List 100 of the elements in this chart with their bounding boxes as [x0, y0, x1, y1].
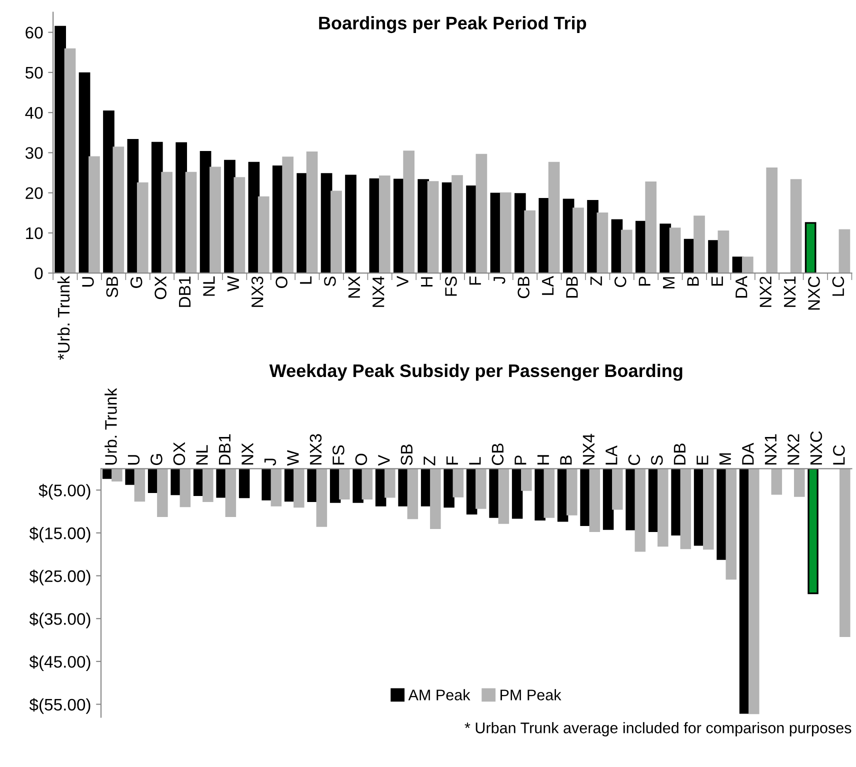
bar: [112, 146, 124, 274]
x-tick-label: C: [628, 454, 640, 466]
bar: [176, 142, 188, 274]
x-tick-label: SB: [106, 276, 118, 298]
x-tick-label: CB: [518, 276, 530, 298]
x-tick-label: NXC: [808, 276, 820, 310]
x-tick-label: NX1: [764, 434, 776, 464]
x-tick-label: OX: [154, 276, 166, 300]
x-tick-label: NXC: [810, 431, 822, 464]
x-tick-label: DB: [566, 276, 578, 298]
legend-label: PM Peak: [500, 689, 562, 700]
x-tick-label: B: [687, 276, 699, 286]
x-tick-label: Z: [424, 456, 436, 466]
bar: [306, 151, 318, 274]
x-tick-label: F: [446, 456, 458, 464]
x-tick-label: G: [150, 454, 162, 466]
chart-title: Weekday Peak Subsidy per Passenger Boarding: [269, 364, 682, 381]
bar: [234, 177, 246, 274]
x-tick-label: H: [421, 277, 433, 286]
y-tick-label: 10: [26, 227, 43, 240]
bar: [645, 182, 657, 274]
x-tick-label: NX4: [372, 276, 384, 307]
bar: [210, 166, 221, 274]
x-tick-label: NX: [242, 443, 254, 464]
x-tick-label: S: [324, 276, 336, 286]
x-tick-label: M: [663, 277, 675, 288]
y-tick-label: $(15.00): [29, 526, 90, 543]
bar: [185, 172, 197, 274]
x-tick-label: LC: [833, 445, 845, 464]
x-tick-label: H: [537, 455, 549, 464]
x-tick-label: E: [696, 455, 708, 464]
x-tick-label: DB1: [179, 276, 190, 307]
x-tick-label: P: [514, 456, 526, 464]
bar: [524, 210, 536, 274]
x-tick-label: L: [469, 457, 481, 464]
x-tick-label: DA: [742, 442, 754, 464]
y-tick-label: 30: [25, 147, 43, 159]
bar: [790, 179, 802, 274]
x-tick-label: J: [494, 277, 506, 284]
x-tick-label: NX: [348, 276, 360, 298]
x-tick-label: NX2: [788, 434, 800, 464]
bar: [742, 256, 754, 274]
x-tick-label: DB: [674, 444, 686, 464]
x-tick-label: Urb. Trunk: [104, 388, 117, 465]
bar: [694, 216, 705, 274]
x-tick-label: FS: [445, 276, 457, 296]
x-tick-label: C: [614, 276, 626, 288]
x-tick-label: O: [276, 276, 288, 288]
bar: [282, 156, 294, 274]
x-tick-label: FS: [332, 445, 344, 464]
bar: [330, 190, 342, 274]
legend-label: AM Peak: [408, 689, 470, 700]
bar: [378, 176, 390, 274]
y-tick-label: $(35.00): [29, 612, 90, 628]
x-tick-label: OX: [173, 442, 186, 466]
bar: [587, 200, 598, 274]
bar: [596, 212, 608, 274]
x-tick-label: J: [264, 458, 276, 466]
bar: [620, 230, 632, 274]
x-tick-label: G: [130, 277, 142, 288]
bar: [403, 150, 415, 274]
x-tick-label: LA: [606, 446, 618, 464]
x-tick-label: F: [469, 276, 481, 285]
x-tick-label: U: [82, 277, 94, 287]
bar: [258, 196, 270, 274]
x-tick-label: *Urb. Trunk: [57, 276, 70, 360]
bar: [804, 222, 816, 274]
bar: [452, 175, 463, 274]
bar: [136, 182, 148, 274]
bar: [64, 48, 76, 274]
bar: [572, 208, 584, 274]
bar: [766, 168, 778, 274]
y-tick-label: 50: [25, 66, 43, 79]
x-tick-label: W: [227, 276, 239, 292]
x-tick-label: NX3: [251, 276, 264, 307]
text: * Urban Trunk average included for comparison purposes: [464, 722, 852, 736]
y-tick-label: 20: [26, 187, 43, 200]
x-tick-label: E: [711, 276, 723, 286]
x-tick-label: NX1: [784, 276, 796, 307]
x-tick-label: P: [638, 276, 650, 286]
x-tick-label: Z: [590, 276, 602, 286]
y-tick-label: 0: [34, 267, 43, 280]
y-tick-label: $(5.00): [38, 484, 90, 500]
x-tick-label: S: [651, 456, 663, 466]
bar: [345, 174, 356, 274]
x-tick-label: CB: [492, 444, 504, 466]
x-tick-label: SB: [400, 444, 413, 466]
x-tick-label: W: [287, 450, 299, 466]
bar: [838, 229, 850, 274]
x-tick-label: LC: [832, 276, 844, 296]
x-tick-label: NX2: [760, 276, 772, 307]
x-tick-label: NX3: [310, 434, 322, 464]
x-tick-label: V: [378, 454, 390, 466]
y-tick-label: $(45.00): [29, 655, 90, 672]
bar: [88, 156, 100, 274]
x-tick-label: B: [560, 456, 572, 464]
x-tick-label: V: [396, 276, 408, 287]
x-tick-label: NL: [196, 445, 208, 464]
y-tick-label: 40: [25, 106, 43, 119]
x-tick-label: U: [128, 455, 140, 465]
